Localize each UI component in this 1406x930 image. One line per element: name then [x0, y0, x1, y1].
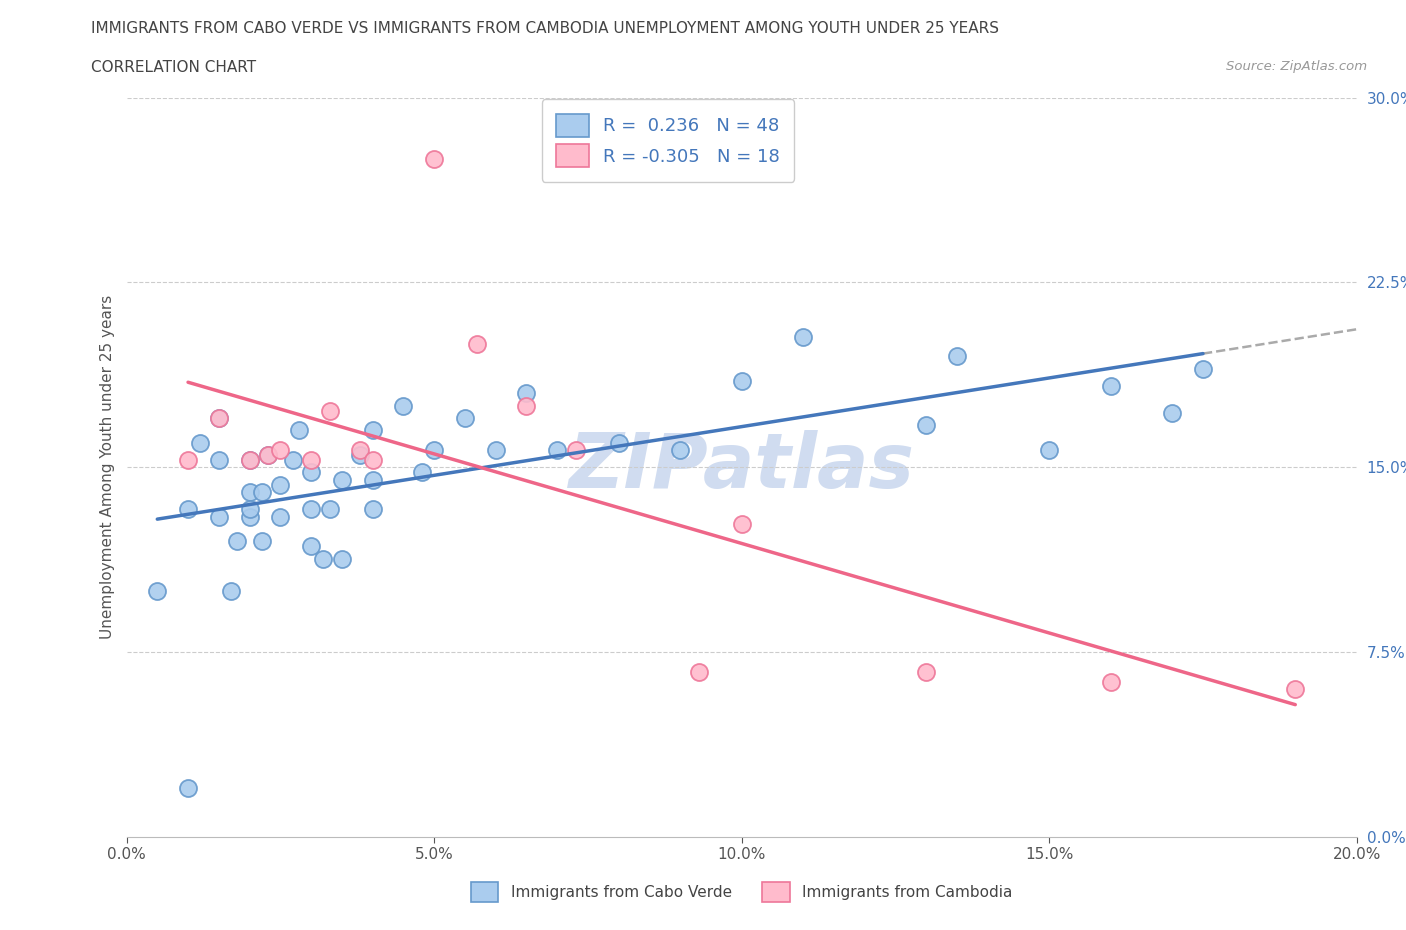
Point [423, 152, 446, 166]
Point [219, 583, 242, 598]
Point [361, 502, 384, 517]
Point [177, 502, 200, 517]
Text: ZIPatlas: ZIPatlas [568, 431, 915, 504]
Point [465, 337, 488, 352]
Point [208, 510, 231, 525]
Point [250, 485, 273, 499]
Point [349, 447, 371, 462]
Point [239, 453, 262, 468]
Point [226, 534, 249, 549]
Legend: Immigrants from Cabo Verde, Immigrants from Cambodia: Immigrants from Cabo Verde, Immigrants f… [461, 872, 1022, 910]
Point [312, 551, 335, 566]
Point [239, 485, 262, 499]
Point [564, 443, 586, 458]
Point [208, 411, 231, 426]
Point [484, 443, 508, 458]
Point [1099, 674, 1122, 689]
Point [177, 453, 200, 468]
Text: IMMIGRANTS FROM CABO VERDE VS IMMIGRANTS FROM CAMBODIA UNEMPLOYMENT AMONG YOUTH : IMMIGRANTS FROM CABO VERDE VS IMMIGRANTS… [91, 21, 1000, 36]
Point [669, 443, 692, 458]
Point [411, 465, 433, 480]
Point [299, 465, 322, 480]
Point [299, 453, 322, 468]
Point [915, 418, 938, 432]
Y-axis label: Unemployment Among Youth under 25 years: Unemployment Among Youth under 25 years [100, 295, 115, 640]
Point [731, 516, 754, 531]
Point [269, 477, 291, 492]
Point [330, 551, 353, 566]
Point [1099, 379, 1122, 393]
Point [239, 453, 262, 468]
Point [454, 411, 477, 426]
Point [546, 443, 568, 458]
Point [330, 472, 353, 487]
Point [281, 453, 304, 468]
Point [1284, 682, 1306, 697]
Point [269, 443, 291, 458]
Point [515, 398, 537, 413]
Point [299, 502, 322, 517]
Point [731, 374, 754, 389]
Point [177, 780, 200, 795]
Point [423, 443, 446, 458]
Point [239, 510, 262, 525]
Point [257, 447, 280, 462]
Point [361, 472, 384, 487]
Point [257, 447, 280, 462]
Point [1192, 361, 1215, 376]
Point [946, 349, 969, 364]
Text: CORRELATION CHART: CORRELATION CHART [91, 60, 256, 75]
Point [188, 435, 211, 450]
Point [287, 423, 309, 438]
Point [361, 453, 384, 468]
Point [146, 583, 169, 598]
Point [299, 538, 322, 553]
Point [250, 534, 273, 549]
Point [607, 435, 630, 450]
Point [1038, 443, 1060, 458]
Point [269, 510, 291, 525]
Point [792, 329, 814, 344]
Point [515, 386, 537, 401]
Point [915, 664, 938, 679]
Point [349, 443, 371, 458]
Point [239, 502, 262, 517]
Point [208, 411, 231, 426]
Point [1161, 405, 1184, 420]
Point [318, 502, 340, 517]
Point [688, 664, 710, 679]
Text: Source: ZipAtlas.com: Source: ZipAtlas.com [1226, 60, 1367, 73]
Point [361, 423, 384, 438]
Point [318, 404, 340, 418]
Point [392, 398, 415, 413]
Point [208, 453, 231, 468]
